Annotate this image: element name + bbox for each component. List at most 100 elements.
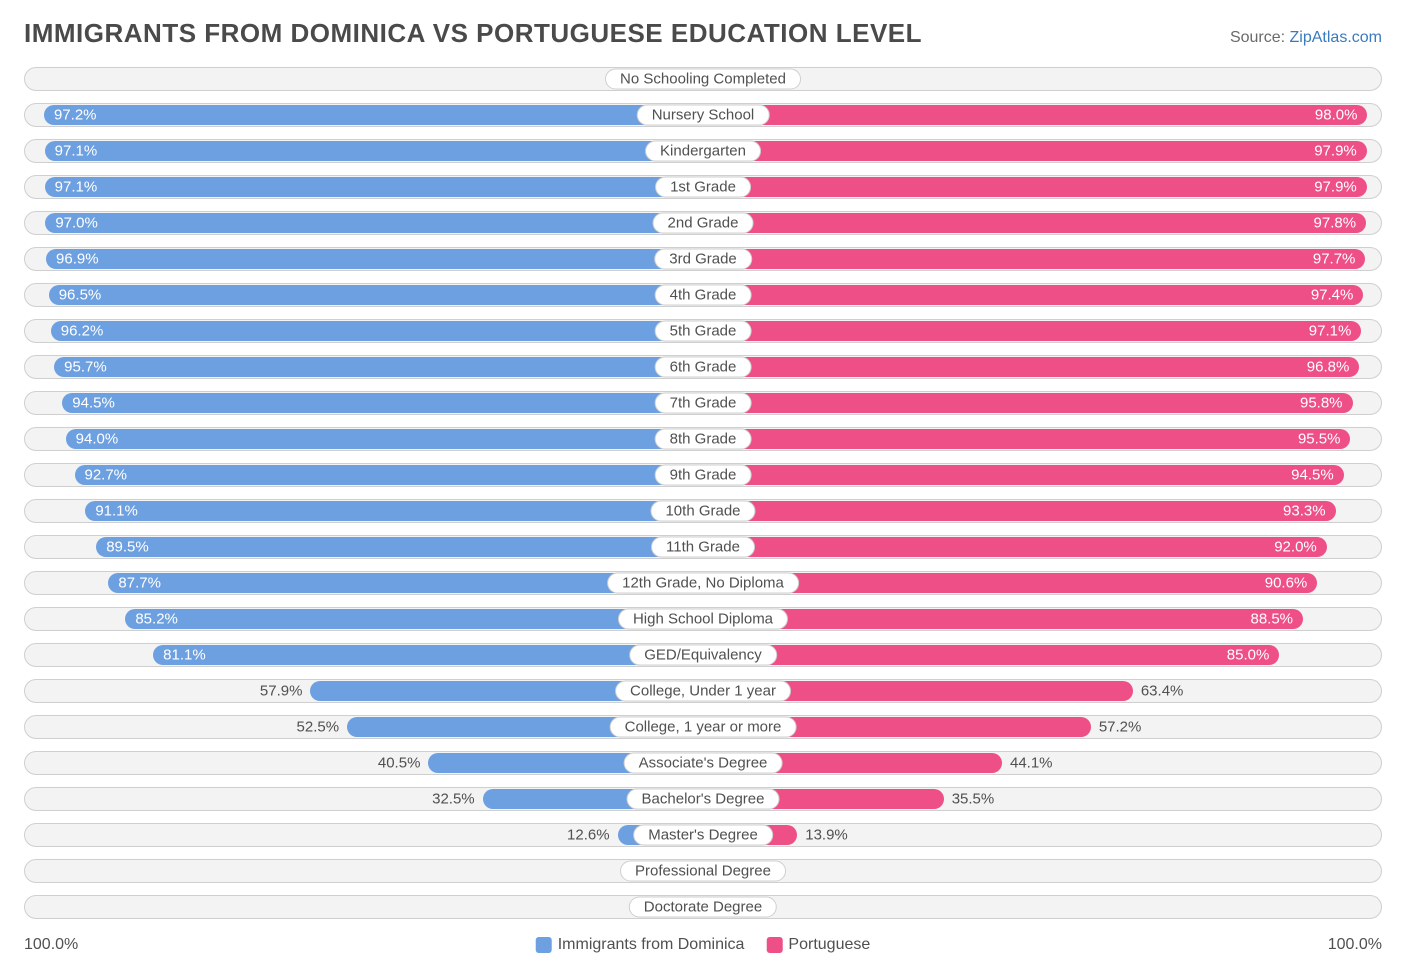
pct-label-left: 40.5% <box>378 755 421 772</box>
axis-max-right: 100.0% <box>1328 936 1382 954</box>
row-category-label: College, 1 year or more <box>610 717 797 738</box>
pct-label-right: 90.6% <box>1265 575 1308 592</box>
row-category-label: High School Diploma <box>618 609 788 630</box>
chart-row: 12th Grade, No Diploma 87.7% 90.6% <box>24 571 1382 595</box>
bar-right <box>703 537 1327 557</box>
legend: Immigrants from Dominica Portuguese <box>536 936 871 954</box>
chart-title: IMMIGRANTS FROM DOMINICA VS PORTUGUESE E… <box>24 18 922 49</box>
pct-label-left: 96.2% <box>61 323 104 340</box>
chart-row: 5th Grade 96.2% 97.1% <box>24 319 1382 343</box>
source-attribution: Source: ZipAtlas.com <box>1230 29 1382 47</box>
bar-right <box>703 609 1303 629</box>
bar-right <box>703 465 1344 485</box>
bar-right <box>703 285 1363 305</box>
chart-row: 7th Grade94.5%95.8% <box>24 391 1382 415</box>
pct-label-left: 97.1% <box>55 179 98 196</box>
pct-label-right: 93.3% <box>1283 503 1326 520</box>
row-category-label: 5th Grade <box>655 321 752 342</box>
source-link[interactable]: ZipAtlas.com <box>1290 29 1382 46</box>
bar-right <box>703 429 1350 449</box>
bar-left <box>85 501 703 521</box>
bar-left <box>45 213 703 233</box>
pct-label-right: 35.5% <box>952 791 995 808</box>
pct-label-left: 81.1% <box>163 647 206 664</box>
row-category-label: Bachelor's Degree <box>627 789 780 810</box>
row-category-label: 3rd Grade <box>654 249 752 270</box>
chart-row: Nursery School97.2%98.0% <box>24 103 1382 127</box>
chart-row: 4th Grade96.5%97.4% <box>24 283 1382 307</box>
legend-item-right: Portuguese <box>766 936 870 954</box>
row-category-label: GED/Equivalency <box>629 645 777 666</box>
chart-row: Associate's Degree40.5%44.1% <box>24 751 1382 775</box>
row-category-label: 8th Grade <box>655 429 752 450</box>
bar-right <box>703 357 1359 377</box>
bar-right <box>703 213 1366 233</box>
pct-label-right: 85.0% <box>1227 647 1270 664</box>
bar-right <box>703 393 1353 413</box>
bar-left <box>62 393 703 413</box>
bar-right <box>703 141 1367 161</box>
bar-left <box>45 141 703 161</box>
bar-left <box>45 177 703 197</box>
pct-label-right: 97.4% <box>1311 287 1354 304</box>
pct-label-left: 85.2% <box>135 611 178 628</box>
pct-label-right: 94.5% <box>1291 467 1334 484</box>
chart-row: Kindergarten97.1%97.9% <box>24 139 1382 163</box>
pct-label-right: 57.2% <box>1099 719 1142 736</box>
bar-left <box>44 105 703 125</box>
row-category-label: College, Under 1 year <box>615 681 791 702</box>
pct-label-left: 94.0% <box>76 431 119 448</box>
pct-label-left: 32.5% <box>432 791 475 808</box>
row-category-label: 11th Grade <box>651 537 755 558</box>
bar-right <box>703 645 1279 665</box>
row-category-label: Professional Degree <box>620 861 786 882</box>
pct-label-right: 63.4% <box>1141 683 1184 700</box>
bar-left <box>153 645 703 665</box>
chart-row: 10th Grade91.1%93.3% <box>24 499 1382 523</box>
chart-row: GED/Equivalency 81.1% 85.0% <box>24 643 1382 667</box>
axis-max-left: 100.0% <box>24 936 78 954</box>
pct-label-left: 92.7% <box>84 467 127 484</box>
chart-header: IMMIGRANTS FROM DOMINICA VS PORTUGUESE E… <box>24 18 1382 49</box>
row-category-label: Associate's Degree <box>624 753 783 774</box>
pct-label-right: 92.0% <box>1274 539 1317 556</box>
pct-label-left: 96.5% <box>59 287 102 304</box>
pct-label-left: 97.0% <box>55 215 98 232</box>
bar-left <box>125 609 703 629</box>
row-category-label: Kindergarten <box>645 141 761 162</box>
bar-right <box>703 177 1367 197</box>
bar-left <box>96 537 703 557</box>
chart-row: High School Diploma85.2%88.5% <box>24 607 1382 631</box>
legend-swatch-left <box>536 937 552 953</box>
source-prefix: Source: <box>1230 29 1290 46</box>
bar-right <box>703 321 1361 341</box>
row-category-label: 12th Grade, No Diploma <box>607 573 799 594</box>
diverging-bar-chart: No Schooling Completed2.8%2.1% Nursery Sc… <box>24 67 1382 919</box>
pct-label-left: 87.7% <box>118 575 161 592</box>
pct-label-left: 94.5% <box>72 395 115 412</box>
pct-label-left: 95.7% <box>64 359 107 376</box>
legend-label-right: Portuguese <box>788 936 870 954</box>
chart-row: 3rd Grade96.9%97.7% <box>24 247 1382 271</box>
row-category-label: Nursery School <box>637 105 770 126</box>
row-category-label: 10th Grade <box>650 501 755 522</box>
row-category-label: 7th Grade <box>655 393 752 414</box>
legend-item-left: Immigrants from Dominica <box>536 936 745 954</box>
row-category-label: Master's Degree <box>633 825 773 846</box>
bar-left <box>49 285 703 305</box>
pct-label-right: 97.7% <box>1313 251 1356 268</box>
pct-label-right: 97.9% <box>1314 179 1357 196</box>
row-category-label: 6th Grade <box>655 357 752 378</box>
pct-label-right: 97.9% <box>1314 143 1357 160</box>
pct-label-left: 12.6% <box>567 827 610 844</box>
pct-label-right: 13.9% <box>805 827 848 844</box>
chart-row: Professional Degree3.6%4.1% <box>24 859 1382 883</box>
chart-row: Doctorate Degree1.4%1.8% <box>24 895 1382 919</box>
legend-swatch-right <box>766 937 782 953</box>
chart-row: 8th Grade94.0%95.5% <box>24 427 1382 451</box>
chart-row: No Schooling Completed2.8%2.1% <box>24 67 1382 91</box>
chart-row: 9th Grade92.7%94.5% <box>24 463 1382 487</box>
pct-label-right: 97.1% <box>1309 323 1352 340</box>
pct-label-left: 57.9% <box>260 683 303 700</box>
chart-row: Master's Degree 12.6% 13.9% <box>24 823 1382 847</box>
